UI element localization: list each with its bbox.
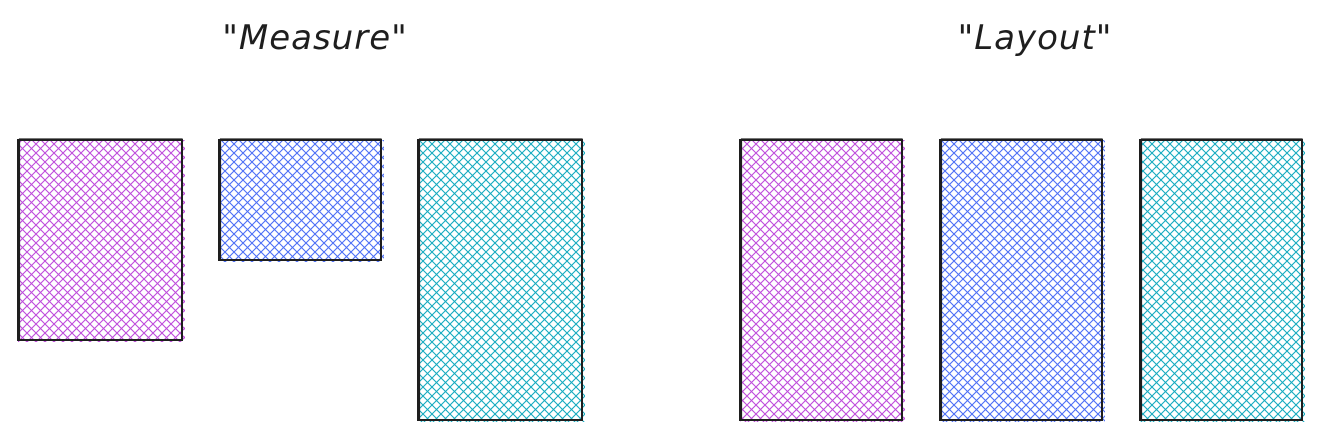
layout-blue-box <box>940 138 1103 421</box>
layout-title: "Layout" <box>957 18 1113 58</box>
layout-teal-box <box>1140 138 1303 421</box>
measure-blue-box-fill <box>219 140 384 262</box>
layout-teal-box-fill <box>1140 140 1305 422</box>
measure-purple-box-fill <box>18 140 185 342</box>
layout-purple-box-fill <box>740 140 905 422</box>
layout-blue-box-fill <box>940 140 1105 422</box>
measure-teal-box <box>418 138 583 421</box>
measure-purple-box <box>18 138 183 341</box>
measure-blue-box <box>219 138 382 261</box>
measure-title: "Measure" <box>222 18 408 58</box>
measure-teal-box-fill <box>418 140 585 422</box>
layout-purple-box <box>740 138 903 421</box>
